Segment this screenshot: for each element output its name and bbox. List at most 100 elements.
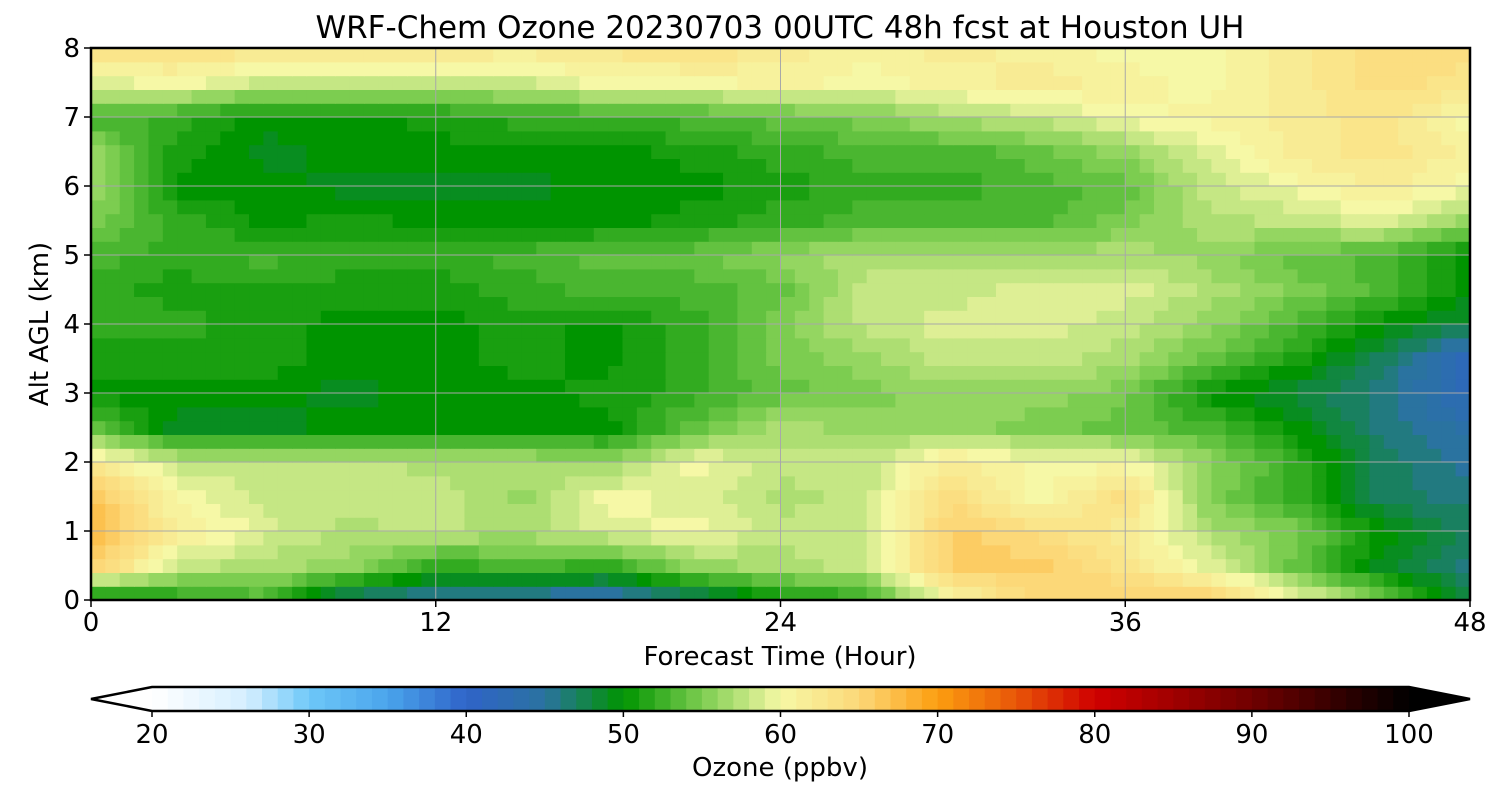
ozone-cell [1383,448,1399,463]
ozone-cell [1441,89,1457,104]
ozone-cell [1240,296,1256,311]
ozone-cell [981,503,997,518]
ozone-cell [421,227,437,242]
ozone-cell [1297,558,1313,573]
ozone-cell [134,351,150,366]
ozone-cell [1254,434,1270,449]
ozone-cell [407,117,422,132]
ozone-cell [1039,462,1055,477]
ozone-cell [105,324,121,339]
ozone-cell [148,255,164,270]
ozone-cell [320,186,336,201]
ozone-cell [205,517,221,532]
ozone-cell [162,406,178,422]
ozone-cell [1096,586,1112,600]
ozone-cell [737,199,753,215]
ozone-cell [665,475,681,491]
ozone-cell [1067,61,1083,77]
ozone-cell [220,462,236,477]
ozone-cell [1326,130,1342,146]
ozone-cell [1398,586,1414,600]
ozone-cell [91,324,106,339]
ozone-cell [1383,282,1399,297]
ozone-cell [909,255,925,270]
ozone-cell [91,310,106,325]
ozone-cell [134,282,150,297]
ozone-cell [780,144,796,159]
ozone-cell [220,337,236,353]
ozone-cell [780,572,796,587]
ozone-cell [823,531,839,546]
x-axis-label: Forecast Time (Hour) [643,642,916,672]
ozone-cell [407,558,422,573]
ozone-cell [1039,517,1055,532]
ozone-cell [981,586,997,600]
ozone-cell [895,351,911,366]
ozone-cell [780,61,796,77]
ozone-cell [1340,558,1356,573]
ozone-cell [1254,544,1270,560]
ozone-cell [234,268,250,284]
ozone-cell [1254,489,1270,504]
ozone-cell [105,517,121,532]
ozone-cell [952,296,968,311]
ozone-cell [665,296,681,311]
ozone-cell [1426,365,1442,380]
ozone-cell [622,61,638,77]
ozone-cell [263,213,279,228]
ozone-cell [794,199,810,215]
ozone-cell [493,379,509,394]
ozone-cell [1024,241,1040,256]
ozone-cell [895,241,911,256]
ozone-cell [277,572,293,587]
ozone-cell [363,558,379,573]
ozone-cell [435,351,451,366]
ozone-cell [866,324,882,339]
ozone-cell [651,337,667,353]
ozone-cell [1153,462,1169,477]
colorbar-segment [1110,687,1127,711]
ozone-cell [981,227,997,242]
ozone-cell [1182,448,1198,463]
ozone-cell [895,89,911,104]
ozone-cell [335,393,351,408]
ozone-cell [119,172,135,187]
ozone-cell [1297,89,1313,104]
ozone-cell [866,144,882,159]
ozone-cell [723,517,738,532]
ozone-cell [1024,351,1040,366]
ozone-cell [938,531,954,546]
ozone-cell [263,89,279,104]
ozone-cell [1010,268,1026,284]
ozone-cell [751,475,767,491]
ozone-cell [148,503,164,518]
ozone-cell [636,586,652,600]
ozone-cell [1110,241,1126,256]
ozone-cell [751,255,767,270]
ozone-cell [866,351,882,366]
ozone-cell [823,586,839,600]
ozone-cell [780,255,796,270]
ozone-cell [1441,48,1457,63]
ozone-cell [464,75,480,90]
ozone-cell [1268,186,1284,201]
ozone-cell [105,255,121,270]
ozone-cell [335,434,351,449]
ozone-cell [493,393,509,408]
ozone-cell [723,144,738,159]
ozone-cell [407,544,422,560]
ozone-cell [1197,158,1213,173]
ozone-cell [1412,558,1428,573]
ozone-cell [622,475,638,491]
ozone-cell [823,144,839,159]
ozone-cell [1240,144,1256,159]
ozone-cell [478,103,494,118]
ozone-cell [162,61,178,77]
ozone-cell [981,103,997,118]
ozone-cell [306,475,322,491]
ozone-cell [636,103,652,118]
ozone-cell [1153,324,1169,339]
ozone-cell [909,268,925,284]
ozone-cell [780,282,796,297]
ozone-cell [1383,517,1399,532]
